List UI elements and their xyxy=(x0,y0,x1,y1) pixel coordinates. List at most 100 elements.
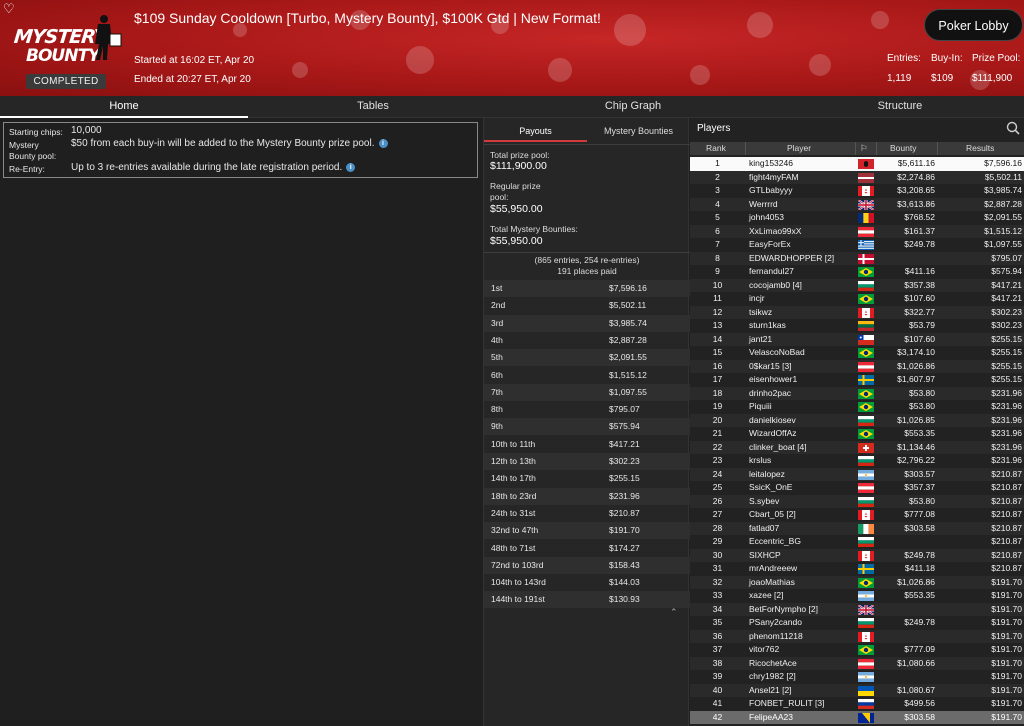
player-row[interactable]: 30 SIXHCP $249.78 $210.87 xyxy=(690,548,1024,562)
player-row[interactable]: 41 FONBET_RULIT [3] $499.56 $191.70 xyxy=(690,697,1024,711)
player-row[interactable]: 8 EDWARDHOPPER [2] $795.07 xyxy=(690,251,1024,265)
tab-tables[interactable]: Tables xyxy=(357,100,389,112)
total-prize-value: $111,900.00 xyxy=(490,160,547,172)
tab-mystery-bounties[interactable]: Mystery Bounties xyxy=(603,126,674,136)
player-row[interactable]: 1 king153246 $5,611.16 $7,596.16 xyxy=(690,157,1024,171)
player-row[interactable]: 27 Cbart_05 [2] $777.08 $210.87 xyxy=(690,508,1024,522)
player-result: $210.87 xyxy=(991,482,1022,492)
player-row[interactable]: 19 Piquiii $53.80 $231.96 xyxy=(690,400,1024,414)
player-row[interactable]: 9 fernandul27 $411.16 $575.94 xyxy=(690,265,1024,279)
player-bounty: $303.58 xyxy=(904,711,935,722)
player-row[interactable]: 21 WizardOffAz $553.35 $231.96 xyxy=(690,427,1024,441)
player-rank: 34 xyxy=(712,603,723,614)
player-result: $302.23 xyxy=(991,320,1022,330)
player-bounty: $249.78 xyxy=(904,239,935,249)
player-row[interactable]: 35 PSany2cando $249.78 $191.70 xyxy=(690,616,1024,630)
payout-place: 18th to 23rd xyxy=(491,490,537,501)
player-row[interactable]: 26 S.sybev $53.80 $210.87 xyxy=(690,494,1024,508)
player-row[interactable]: 12 tsikwz $322.77 $302.23 xyxy=(690,305,1024,319)
payout-place: 104th to 143rd xyxy=(491,577,546,588)
player-row[interactable]: 23 krslus $2,796.22 $231.96 xyxy=(690,454,1024,468)
tab-structure[interactable]: Structure xyxy=(877,100,923,112)
player-row[interactable]: 29 Eccentric_BG $210.87 xyxy=(690,535,1024,549)
payout-place: 2nd xyxy=(491,300,506,311)
player-row[interactable]: 20 danielkiosev $1,026.85 $231.96 xyxy=(690,413,1024,427)
info-icon[interactable]: i xyxy=(346,162,356,172)
payout-place: 8th xyxy=(491,404,503,415)
player-rank: 37 xyxy=(712,644,723,654)
info-icon[interactable]: i xyxy=(378,138,388,148)
player-row[interactable]: 2 fight4myFAM $2,274.86 $5,502.11 xyxy=(690,170,1024,184)
player-row[interactable]: 5 john4053 $768.52 $2,091.55 xyxy=(690,211,1024,225)
player-result: $575.94 xyxy=(991,266,1022,276)
player-name: vitor762 xyxy=(749,644,780,654)
player-result: $302.23 xyxy=(991,306,1022,317)
payout-amount: $191.70 xyxy=(609,525,640,536)
player-row[interactable]: 14 jant21 $107.60 $255.15 xyxy=(690,332,1024,346)
player-bounty: $357.37 xyxy=(904,482,935,492)
player-result: $191.70 xyxy=(991,698,1022,708)
payout-place: 12th to 13th xyxy=(491,456,536,466)
search-icon[interactable] xyxy=(1006,121,1020,135)
payout-amount: $130.93 xyxy=(609,594,640,605)
column-rank[interactable]: Rank xyxy=(706,143,726,153)
column-results[interactable]: Results xyxy=(966,143,995,153)
tab-chip-graph[interactable]: Chip Graph xyxy=(604,100,662,112)
player-row[interactable]: 3 GTLbabyyy $3,208.65 $3,985.74 xyxy=(690,184,1024,198)
player-row[interactable]: 22 clinker_boat [4] $1,134.46 $231.96 xyxy=(690,440,1024,454)
player-rank: 36 xyxy=(712,630,723,641)
player-name: PSany2cando xyxy=(749,617,802,627)
player-name: FONBET_RULIT [3] xyxy=(749,698,825,708)
player-row[interactable]: 15 VelascoNoBad $3,174.10 $255.15 xyxy=(690,346,1024,360)
player-row[interactable]: 31 mrAndreeew $411.18 $210.87 xyxy=(690,562,1024,576)
player-rank: 16 xyxy=(712,360,723,371)
player-bounty: $1,607.97 xyxy=(897,374,935,384)
tab-payouts[interactable]: Payouts xyxy=(484,122,587,142)
payout-row: 104th to 143rd $144.03 xyxy=(484,574,690,591)
column-bounty[interactable]: Bounty xyxy=(890,143,917,153)
player-row[interactable]: 18 drinho2pac $53.80 $231.96 xyxy=(690,386,1024,400)
player-result: $1,515.12 xyxy=(984,225,1022,236)
player-row[interactable]: 40 Ansel21 [2] $1,080.67 $191.70 xyxy=(690,683,1024,697)
player-row[interactable]: 42 FelipeAA23 $303.58 $191.70 xyxy=(690,710,1024,724)
player-row[interactable]: 37 vitor762 $777.09 $191.70 xyxy=(690,643,1024,657)
player-rank: 13 xyxy=(712,320,723,330)
payout-row: 8th $795.07 xyxy=(484,401,690,418)
player-row[interactable]: 33 xazee [2] $553.35 $191.70 xyxy=(690,589,1024,603)
player-row[interactable]: 17 eisenhower1 $1,607.97 $255.15 xyxy=(690,373,1024,387)
player-result: $5,502.11 xyxy=(984,171,1022,182)
background-pattern xyxy=(233,10,990,90)
column-player[interactable]: Player xyxy=(787,143,812,153)
tab-home[interactable]: Home xyxy=(0,96,248,118)
player-row[interactable]: 16 0$kar15 [3] $1,026.86 $255.15 xyxy=(690,359,1024,373)
player-row[interactable]: 28 fatlad07 $303.58 $210.87 xyxy=(690,521,1024,535)
player-row[interactable]: 36 phenom11218 $191.70 xyxy=(690,629,1024,643)
player-row[interactable]: 10 cocojamb0 [4] $357.38 $417.21 xyxy=(690,278,1024,292)
player-bounty: $553.35 xyxy=(904,428,935,438)
player-row[interactable]: 32 joaoMathias $1,026.86 $191.70 xyxy=(690,575,1024,589)
payout-amount: $1,097.55 xyxy=(609,386,647,397)
player-row[interactable]: 38 RicochetAce $1,080.66 $191.70 xyxy=(690,656,1024,670)
poker-lobby-button[interactable]: Poker Lobby xyxy=(924,9,1023,41)
player-name: Ansel21 [2] xyxy=(749,684,792,695)
favorite-heart-icon[interactable]: ♡ xyxy=(3,1,15,16)
player-row[interactable]: 24 leitalopez $303.57 $210.87 xyxy=(690,467,1024,481)
player-row[interactable]: 13 sturn1kas $53.79 $302.23 xyxy=(690,319,1024,333)
player-name: S.sybev xyxy=(749,495,780,506)
player-bounty: $411.18 xyxy=(904,563,935,573)
player-row[interactable]: 6 XxLimao99xX $161.37 $1,515.12 xyxy=(690,224,1024,238)
payout-place: 48th to 71st xyxy=(491,542,536,553)
player-row[interactable]: 11 incjr $107.60 $417.21 xyxy=(690,292,1024,306)
player-row[interactable]: 7 EasyForEx $249.78 $1,097.55 xyxy=(690,238,1024,252)
player-row[interactable]: 4 Werrrrd $3,613.86 $2,887.28 xyxy=(690,197,1024,211)
player-rank: 24 xyxy=(712,468,723,479)
brazil-flag-icon xyxy=(858,388,874,399)
scroll-up-chevron-icon[interactable]: ⌃ xyxy=(670,607,678,617)
player-result: $795.07 xyxy=(991,252,1022,263)
player-row[interactable]: 39 chry1982 [2] $191.70 xyxy=(690,670,1024,684)
flag-column-icon[interactable]: ⚐ xyxy=(860,143,868,153)
player-row[interactable]: 34 BetForNympho [2] $191.70 xyxy=(690,602,1024,616)
player-bounty: $322.77 xyxy=(904,306,935,317)
reentry-label: Re-Entry: xyxy=(9,164,45,174)
player-row[interactable]: 25 SsicK_OnE $357.37 $210.87 xyxy=(690,481,1024,495)
